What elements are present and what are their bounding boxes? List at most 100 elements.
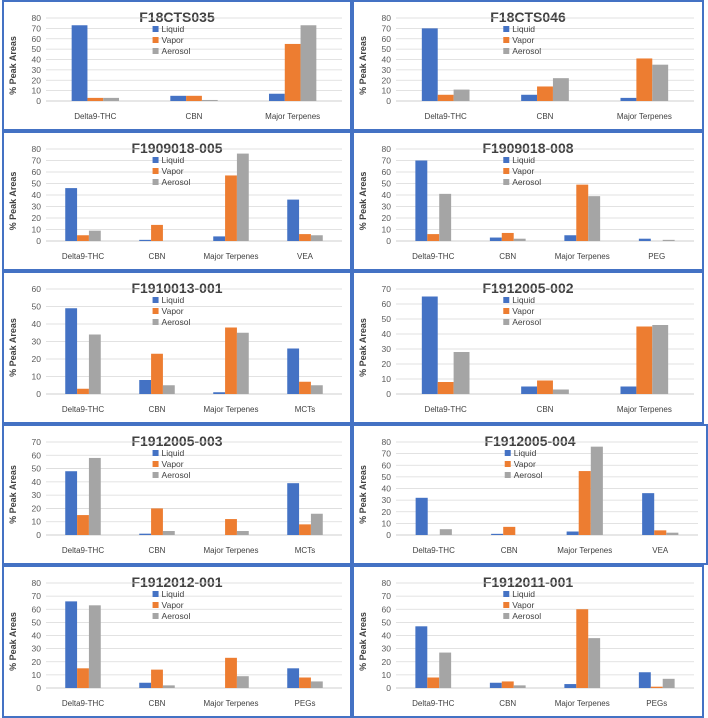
x-category-label: Major Terpenes (557, 546, 612, 555)
bar-vapor-cbn (151, 224, 163, 241)
bar-aerosol-major-terpenes (588, 196, 601, 241)
y-tick-label: 0 (36, 236, 41, 246)
bar-aerosol-vea (310, 235, 323, 241)
y-tick-label: 20 (32, 657, 42, 667)
y-tick-label: 60 (382, 34, 392, 44)
chart-svg: F1912005-002 0 10 20 30 40 50 60 70 % Peak Areas D… (358, 280, 694, 414)
legend-label-aerosol: Aerosol (162, 46, 191, 56)
y-tick-label: 40 (382, 55, 392, 65)
legend-swatch-vapor (152, 308, 159, 314)
chart-panel-f1912005-003: F1912005-003 0 10 20 30 40 50 60 70 % Peak Areas D… (2, 424, 352, 565)
x-category-label: Delta9-THC (412, 252, 454, 261)
legend-label-aerosol: Aerosol (162, 470, 191, 480)
legend-label-vapor: Vapor (514, 459, 536, 469)
legend-label-liquid: Liquid (162, 155, 185, 165)
y-tick-label: 70 (32, 437, 42, 447)
y-axis-label: % Peak Areas (8, 465, 18, 524)
bar-aerosol-major-terpenes (236, 531, 249, 535)
bar-vapor-cbn (503, 526, 516, 535)
bar-vapor-vea (654, 530, 667, 535)
y-tick-label: 30 (382, 202, 392, 212)
y-tick-label: 50 (382, 617, 392, 627)
y-tick-label: 40 (382, 190, 392, 200)
bar-liquid-cbn (139, 380, 152, 394)
y-tick-label: 40 (32, 477, 42, 487)
bar-aerosol-major-terpenes (300, 25, 317, 102)
x-category-label: Delta9-THC (62, 252, 104, 261)
y-tick-label: 10 (32, 670, 42, 680)
bar-liquid-cbn (139, 682, 152, 688)
chart-panel-f1909018-008: F1909018-008 0 10 20 30 40 50 60 70 80 % Peak Area… (352, 131, 704, 271)
legend-swatch-liquid (503, 297, 510, 303)
x-category-label: Major Terpenes (204, 405, 259, 414)
y-tick-label: 40 (32, 319, 42, 329)
bar-vapor-pegs (299, 677, 311, 688)
y-tick-label: 50 (382, 472, 392, 482)
y-tick-label: 60 (32, 284, 42, 294)
y-tick-label: 10 (382, 225, 392, 235)
x-category-label: CBN (499, 699, 516, 708)
bar-aerosol-mcts (310, 513, 323, 535)
legend-swatch-vapor (503, 37, 510, 43)
y-tick-label: 60 (32, 167, 42, 177)
legend-label-aerosol: Aerosol (162, 177, 191, 187)
y-tick-label: 30 (382, 495, 392, 505)
bar-aerosol-delta9-thc (439, 529, 452, 535)
bar-vapor-major-terpenes (636, 326, 653, 394)
y-tick-label: 40 (382, 329, 392, 339)
x-category-label: Delta9-THC (425, 112, 467, 121)
bar-aerosol-delta9-thc (453, 352, 470, 394)
bar-liquid-major-terpenes (564, 684, 577, 688)
bar-vapor-major-terpenes (225, 519, 237, 535)
legend-swatch-aerosol (152, 319, 159, 325)
legend-swatch-liquid (504, 450, 511, 456)
y-tick-label: 20 (382, 213, 392, 223)
bar-vapor-major-terpenes (225, 175, 237, 241)
x-category-label: Delta9-THC (74, 112, 116, 121)
x-category-label: Major Terpenes (204, 252, 259, 261)
bar-aerosol-major-terpenes (590, 446, 603, 535)
bar-vapor-cbn (186, 95, 202, 101)
legend-label-liquid: Liquid (162, 24, 185, 34)
y-tick-label: 20 (32, 213, 42, 223)
legend-swatch-liquid (152, 157, 159, 163)
bar-aerosol-cbn (513, 685, 526, 688)
legend-label-liquid: Liquid (512, 155, 535, 165)
x-category-label: MCTs (295, 405, 315, 414)
y-axis-label: % Peak Areas (8, 612, 18, 671)
y-tick-label: 0 (386, 683, 391, 693)
bar-liquid-cbn (170, 95, 187, 101)
bar-vapor-delta9-thc (437, 94, 454, 101)
legend-label-aerosol: Aerosol (512, 177, 541, 187)
y-tick-label: 0 (36, 530, 41, 540)
x-category-label: Delta9-THC (62, 699, 104, 708)
legend-swatch-liquid (152, 591, 159, 597)
x-category-label: Major Terpenes (204, 546, 259, 555)
legend-label-vapor: Vapor (162, 600, 184, 610)
x-category-label: VEA (297, 252, 314, 261)
bar-liquid-pegs (287, 668, 300, 688)
legend-swatch-liquid (503, 591, 510, 597)
chart-panel-f1912012-001: F1912012-001 0 10 20 30 40 50 60 70 80 % Peak Area… (2, 565, 352, 718)
legend-label-vapor: Vapor (162, 306, 184, 316)
bar-aerosol-major-terpenes (236, 332, 249, 394)
y-tick-label: 40 (382, 631, 392, 641)
bar-liquid-mcts (287, 483, 300, 535)
chart-svg: F1912011-001 0 10 20 30 40 50 60 70 80 % Peak Area… (358, 574, 694, 708)
chart-title: F18CTS046 (490, 9, 566, 25)
bar-liquid-delta9-thc (415, 626, 428, 688)
x-category-label: Delta9-THC (412, 699, 454, 708)
bar-liquid-vea (642, 493, 655, 535)
x-category-label: PEG (648, 252, 665, 261)
y-tick-label: 30 (382, 644, 392, 654)
y-tick-label: 10 (32, 517, 42, 527)
y-tick-label: 60 (382, 460, 392, 470)
y-tick-label: 80 (32, 144, 42, 154)
bar-aerosol-cbn (552, 389, 569, 394)
bar-liquid-delta9-thc (71, 25, 88, 102)
bar-vapor-delta9-thc (427, 234, 440, 241)
chart-panel-f18cts046: F18CTS046 0 10 20 30 40 50 60 70 80 % Peak Areas De… (352, 0, 704, 131)
